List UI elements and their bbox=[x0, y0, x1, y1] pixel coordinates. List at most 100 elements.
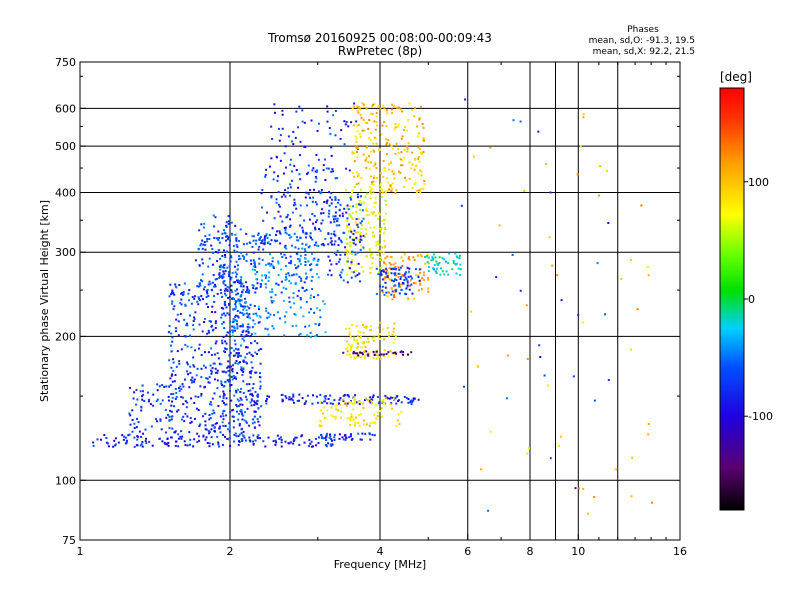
data-point bbox=[400, 289, 403, 291]
data-point bbox=[355, 150, 358, 153]
data-point bbox=[311, 169, 314, 172]
data-point bbox=[367, 353, 370, 356]
data-point bbox=[243, 335, 246, 338]
data-point bbox=[369, 325, 372, 327]
data-point bbox=[357, 111, 360, 114]
data-point bbox=[380, 353, 383, 356]
data-point bbox=[380, 400, 383, 403]
data-point bbox=[334, 196, 337, 199]
data-point bbox=[218, 362, 221, 365]
data-point bbox=[219, 264, 222, 267]
data-point bbox=[310, 119, 313, 122]
data-point bbox=[362, 331, 365, 334]
data-point bbox=[247, 335, 250, 338]
data-point bbox=[356, 251, 359, 254]
data-point bbox=[254, 332, 257, 335]
data-point bbox=[260, 405, 263, 408]
data-point bbox=[247, 291, 250, 294]
data-point bbox=[230, 221, 233, 224]
data-point bbox=[208, 233, 211, 236]
data-point bbox=[422, 127, 425, 129]
data-point bbox=[192, 356, 195, 359]
data-point bbox=[245, 242, 248, 245]
data-point bbox=[246, 288, 249, 290]
data-point bbox=[347, 417, 350, 420]
data-point bbox=[171, 340, 174, 343]
data-point bbox=[175, 391, 178, 394]
data-point bbox=[400, 401, 403, 404]
data-point bbox=[369, 189, 372, 192]
data-point bbox=[549, 457, 552, 460]
data-point bbox=[422, 271, 425, 274]
data-point bbox=[348, 169, 351, 172]
data-point bbox=[228, 374, 231, 377]
data-point bbox=[359, 336, 362, 339]
data-point bbox=[339, 137, 342, 140]
data-point bbox=[615, 468, 618, 471]
data-point bbox=[629, 259, 632, 262]
data-point bbox=[350, 232, 353, 235]
data-point bbox=[254, 410, 257, 413]
data-point bbox=[364, 432, 367, 435]
data-point bbox=[249, 440, 252, 443]
data-point bbox=[397, 400, 400, 402]
data-point bbox=[224, 403, 227, 406]
data-point bbox=[248, 316, 251, 319]
data-point bbox=[386, 255, 389, 258]
data-point bbox=[223, 289, 226, 292]
data-point bbox=[327, 273, 330, 276]
data-point bbox=[402, 353, 404, 356]
data-point bbox=[349, 228, 352, 231]
data-point bbox=[354, 237, 357, 240]
data-point bbox=[301, 229, 304, 232]
data-point bbox=[310, 263, 313, 266]
data-point bbox=[175, 440, 178, 443]
data-point bbox=[348, 267, 351, 270]
data-point bbox=[312, 394, 314, 397]
data-point bbox=[161, 384, 164, 386]
data-point bbox=[318, 423, 321, 426]
data-point bbox=[417, 289, 420, 292]
data-point bbox=[228, 220, 231, 223]
data-point bbox=[333, 252, 336, 254]
data-point bbox=[251, 235, 254, 238]
data-point bbox=[347, 394, 350, 397]
data-point bbox=[223, 312, 225, 315]
data-point bbox=[256, 353, 258, 355]
data-point bbox=[358, 414, 361, 416]
data-point bbox=[363, 349, 366, 352]
data-point bbox=[237, 418, 240, 421]
data-point bbox=[287, 272, 290, 275]
data-point bbox=[391, 182, 394, 185]
data-point bbox=[300, 434, 303, 437]
data-point bbox=[186, 415, 189, 418]
data-point bbox=[226, 312, 229, 315]
data-point bbox=[170, 410, 173, 413]
data-point bbox=[207, 351, 210, 354]
data-point bbox=[419, 169, 421, 172]
data-point bbox=[278, 205, 281, 208]
data-point bbox=[238, 424, 241, 427]
data-point bbox=[133, 436, 136, 439]
data-point bbox=[331, 243, 333, 246]
data-point bbox=[374, 351, 377, 354]
data-point bbox=[328, 436, 331, 439]
data-point bbox=[385, 353, 388, 355]
data-point bbox=[599, 165, 602, 167]
data-point bbox=[390, 278, 392, 281]
data-point bbox=[241, 337, 244, 340]
data-point bbox=[271, 325, 274, 328]
data-point bbox=[214, 251, 217, 253]
data-point bbox=[234, 319, 237, 322]
data-point bbox=[549, 191, 552, 194]
data-point bbox=[360, 351, 363, 354]
data-point bbox=[222, 282, 225, 285]
data-point bbox=[383, 246, 386, 249]
data-point bbox=[305, 300, 308, 303]
data-point bbox=[182, 385, 185, 388]
data-point bbox=[299, 204, 302, 207]
data-point bbox=[352, 417, 355, 420]
data-point bbox=[237, 435, 240, 438]
data-point bbox=[395, 268, 398, 270]
data-point bbox=[357, 422, 360, 425]
